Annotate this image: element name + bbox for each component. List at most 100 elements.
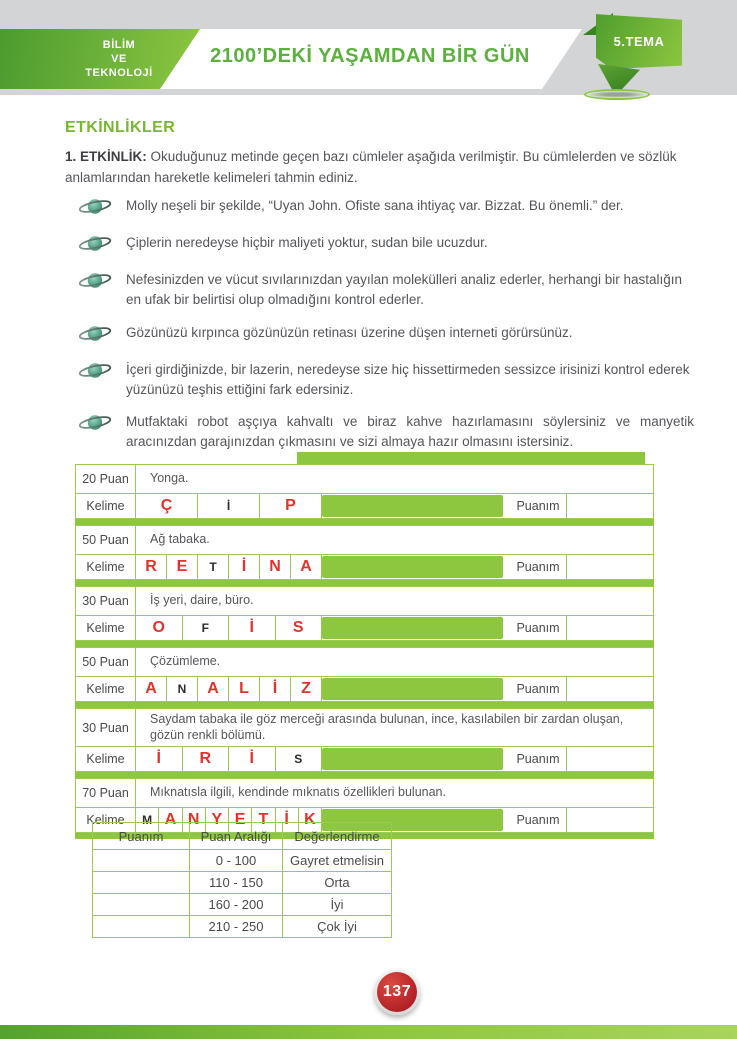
answer-bar [322,495,503,517]
header-title-band [158,29,582,89]
page-title: 2100’DEKİ YAŞAMDAN BİR GÜN [210,45,530,67]
rating-cell: Gayret etmelisin [282,849,392,872]
saturn-icon [78,197,114,221]
decor-green-strip [297,452,645,464]
decor-green-strip [75,580,654,586]
bullet-text: İçeri girdiğinizde, bir lazerin, neredey… [126,361,690,397]
word-table: 50 Puan Ağ tabaka. Kelime R E T İ N A Puanım [75,525,654,580]
bullet-text: Çiplerin neredeyse hiçbir maliyeti yoktu… [126,235,488,250]
clue-cell: Saydam tabaka ile göz merceği arasında b… [150,712,624,742]
clue-row: 20 Puan Yonga. [76,465,653,493]
page-number: 137 [382,983,412,1000]
subject-line: BİLİM [102,38,136,51]
points-cell: 20 Puan [76,465,136,493]
letter-box-answer: İ [136,747,183,772]
range-cell: 160 - 200 [189,893,283,916]
clue-cell: Ağ tabaka. [150,532,210,547]
subject-line: TEKNOLOJİ [85,67,153,80]
letter-box-answer: Ç [136,494,198,518]
points-cell: 50 Puan [76,526,136,554]
evaluation-row: 0 - 100 Gayret etmelisin [92,849,392,872]
saturn-icon [78,271,114,295]
range-cell: 110 - 150 [189,871,283,894]
letter-box-answer: L [229,677,260,701]
rating-cell: İyi [282,893,392,916]
word-row: Kelime A N A L İ Z Puanım [76,676,653,701]
points-cell: 70 Puan [76,779,136,808]
rating-cell: Çok İyi [282,915,392,938]
bullet-item: İçeri girdiğinizde, bir lazerin, neredey… [78,360,694,401]
evaluation-row: 210 - 250 Çok İyi [92,915,392,938]
bullet-item: Çiplerin neredeyse hiçbir maliyeti yoktu… [78,233,694,258]
decor-green-strip [75,641,654,647]
answer-bar [322,748,503,771]
col-header-degerlendirme: Değerlendirme [282,822,392,850]
puanim-input-cell [92,893,190,916]
decor-green-strip [75,702,654,708]
puanim-input-cell [92,849,190,872]
evaluation-row: 160 - 200 İyi [92,893,392,916]
puanim-input-cell [92,871,190,894]
word-row: Kelime İ R İ S Puanım [76,746,653,772]
saturn-icon [78,413,114,437]
evaluation-row: 110 - 150 Orta [92,871,392,894]
saturn-icon [78,234,114,258]
score-box [566,555,653,579]
range-cell: 210 - 250 [189,915,283,938]
clue-row: 50 Puan Çözümleme. [76,648,653,676]
bullet-item: Gözünüzü kırpınca gözünüzün retinası üze… [78,323,694,348]
page-number-badge-ring: 137 [374,969,420,1015]
range-cell: 0 - 100 [189,849,283,872]
letter-box-answer: İ [229,616,276,640]
evaluation-table: Puanım Puan Aralığı Değerlendirme 0 - 10… [92,822,392,938]
activity-instruction: 1. ETKİNLİK: Okuduğunuz metinde geçen ba… [65,147,693,189]
clue-cell: Çözümleme. [150,654,221,669]
kelime-label: Kelime [76,555,136,579]
letter-box-answer: Z [291,677,322,701]
score-box [566,494,653,518]
clue-row: 70 Puan Mıknatısla ilgili, kendinde mıkna… [76,779,653,808]
points-cell: 30 Puan [76,587,136,615]
puanim-label: Puanım [516,621,560,635]
decor-green-strip [75,519,654,525]
answer-bar [322,617,503,639]
letter-box-hint: N [167,677,198,701]
letter-box-answer: R [182,747,229,772]
word-row: Kelime R E T İ N A Puanım [76,554,653,579]
points-cell: 30 Puan [76,709,136,747]
bullet-item: Molly neşeli bir şekilde, “Uyan John. Of… [78,196,694,221]
theme-badge: 5.TEMA [596,14,682,69]
letter-box-answer: P [260,494,322,518]
clue-cell: İş yeri, daire, büro. [150,593,254,608]
col-header-aralik: Puan Aralığı [189,822,283,850]
letter-box-hint: F [182,616,229,640]
evaluation-header-row: Puanım Puan Aralığı Değerlendirme [92,822,392,850]
clue-cell: Yonga. [150,471,189,486]
letter-box-hint: T [198,555,229,579]
theme-label: 5.TEMA [613,33,665,49]
subject-line: VE [111,52,127,65]
kelime-label: Kelime [76,677,136,701]
saturn-icon [78,324,114,348]
kelime-label: Kelime [76,616,136,640]
letter-box-answer: A [291,555,322,579]
clue-row: 30 Puan İş yeri, daire, büro. [76,587,653,615]
puanim-label: Puanım [516,752,560,767]
letter-box-answer: N [260,555,291,579]
word-row: Kelime Ç İ P Puanım [76,493,653,518]
col-header-puanim: Puanım [92,822,190,850]
page-number-badge: 137 [377,972,417,1012]
score-box [566,616,653,640]
kelime-label: Kelime [76,494,136,518]
word-table: 30 Puan Saydam tabaka ile göz merceği ara… [75,708,654,773]
word-row: Kelime O F İ S Puanım [76,615,653,640]
letter-box-answer: İ [229,747,276,772]
bullet-text: Mutfaktaki robot aşçıya kahvaltı ve bira… [126,414,694,450]
letter-box-answer: İ [260,677,291,701]
letter-box-answer: İ [229,555,260,579]
letter-box-answer: R [136,555,167,579]
